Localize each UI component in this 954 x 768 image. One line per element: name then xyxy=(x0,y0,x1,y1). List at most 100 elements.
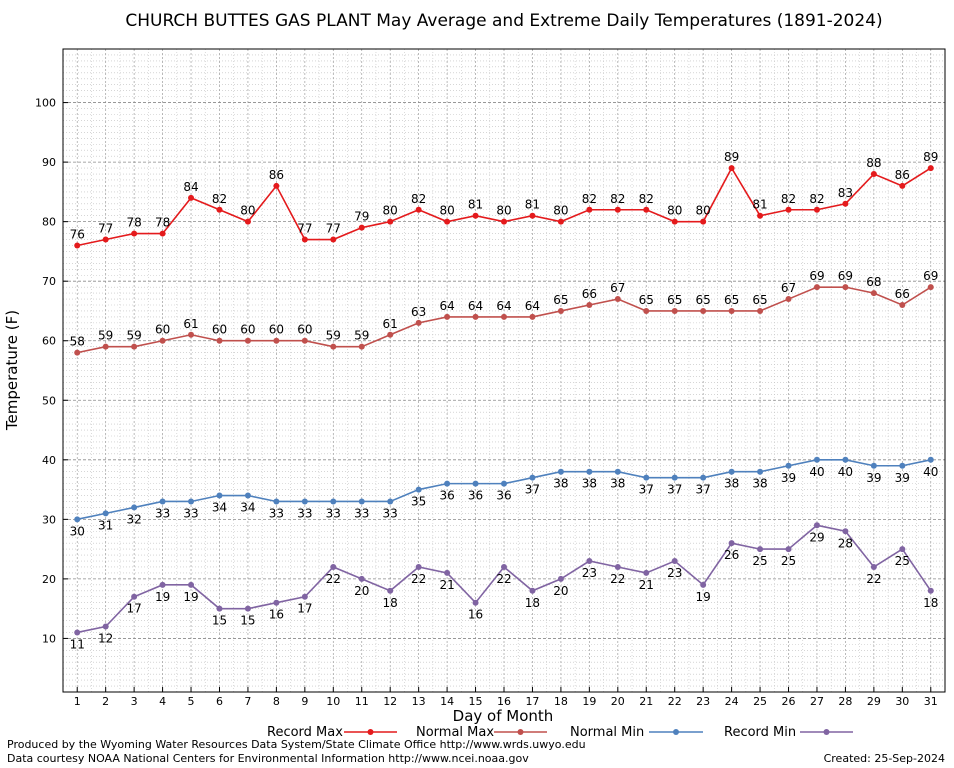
x-tick-label: 18 xyxy=(554,695,568,708)
normal-max-point xyxy=(728,307,735,314)
normal-min-point xyxy=(671,474,678,481)
record-max-data-label: 77 xyxy=(297,222,312,236)
normal-max-point xyxy=(785,296,792,303)
normal-max-point xyxy=(899,302,906,309)
record-max-point xyxy=(501,218,507,225)
record-min-data-label: 28 xyxy=(838,536,853,550)
normal-max-point xyxy=(131,343,138,350)
normal-min-point xyxy=(899,462,906,469)
record-min-data-label: 12 xyxy=(98,632,113,646)
normal-min-point xyxy=(472,480,479,487)
x-tick-label: 22 xyxy=(668,695,682,708)
normal-min-point xyxy=(159,498,166,505)
record-max-point xyxy=(870,171,877,178)
normal-max-data-label: 65 xyxy=(553,293,568,307)
record-min-point xyxy=(131,593,138,600)
record-max-data-label: 80 xyxy=(667,204,682,218)
normal-min-point xyxy=(529,474,536,481)
normal-max-data-label: 58 xyxy=(70,335,85,349)
normal-min-data-label: 38 xyxy=(582,477,597,491)
record-max-data-label: 82 xyxy=(582,192,597,206)
record-min-point xyxy=(643,569,650,576)
normal-min-point xyxy=(244,492,251,499)
normal-min-data-label: 36 xyxy=(496,489,511,503)
record-max-data-label: 88 xyxy=(866,156,881,170)
normal-min-data-label: 33 xyxy=(183,506,198,520)
record-max-data-label: 81 xyxy=(525,198,540,212)
normal-max-point xyxy=(557,307,564,314)
record-max-data-label: 81 xyxy=(752,198,767,212)
normal-max-point xyxy=(444,313,451,320)
record-min-point xyxy=(671,558,678,565)
normal-max-data-label: 69 xyxy=(838,269,853,283)
normal-min-data-label: 39 xyxy=(866,471,881,485)
legend-label-normal-max: Normal Max xyxy=(416,725,494,740)
normal-max-data-label: 64 xyxy=(439,299,454,313)
y-tick-label: 20 xyxy=(42,573,56,586)
record-min-point xyxy=(358,575,365,582)
record-min-point xyxy=(757,546,764,553)
normal-min-data-label: 33 xyxy=(354,506,369,520)
normal-max-point xyxy=(870,290,877,297)
footer-credit-noaa: Data courtesy NOAA National Centers for … xyxy=(7,752,529,765)
x-tick-label: 7 xyxy=(244,695,251,708)
x-tick-label: 1 xyxy=(74,695,81,708)
normal-max-point xyxy=(586,302,593,309)
normal-max-data-label: 60 xyxy=(155,323,170,337)
record-min-data-label: 25 xyxy=(752,554,767,568)
record-min-point xyxy=(330,563,337,570)
data-labels-layer: 76 77 78 78 84 82 80 86 77 77 79 80 82 80 81 80 81 80 82 82… xyxy=(70,150,939,651)
x-tick-label: 25 xyxy=(753,695,767,708)
record-max-data-label: 86 xyxy=(269,168,284,182)
record-max-data-label: 82 xyxy=(809,192,824,206)
normal-min-data-label: 40 xyxy=(923,465,938,479)
x-tick-label: 21 xyxy=(639,695,653,708)
normal-min-data-label: 40 xyxy=(809,465,824,479)
legend-label-record-max: Record Max xyxy=(267,725,343,740)
normal-min-data-label: 36 xyxy=(439,489,454,503)
record-min-point xyxy=(557,575,564,582)
record-max-point xyxy=(131,230,138,237)
record-min-data-label: 22 xyxy=(496,572,511,586)
record-min-data-label: 17 xyxy=(297,602,312,616)
record-min-data-label: 22 xyxy=(326,572,341,586)
normal-min-point xyxy=(700,474,707,481)
normal-min-point xyxy=(301,498,308,505)
normal-min-data-label: 33 xyxy=(383,506,398,520)
record-min-data-label: 15 xyxy=(240,614,255,628)
record-min-data-label: 20 xyxy=(553,584,568,598)
normal-min-point xyxy=(273,498,280,505)
series-layer xyxy=(74,165,934,636)
normal-max-data-label: 63 xyxy=(411,305,426,319)
y-axis-ticks: 10 20 30 40 50 60 70 80 90 100 xyxy=(35,97,68,645)
legend-marker-record-min xyxy=(823,729,830,735)
record-min-data-label: 26 xyxy=(724,548,739,562)
normal-min-point xyxy=(387,498,394,505)
record-min-data-label: 23 xyxy=(582,566,597,580)
record-min-point xyxy=(387,587,394,594)
chart-title: CHURCH BUTTES GAS PLANT May Average and … xyxy=(125,11,882,31)
normal-min-point xyxy=(842,456,849,463)
record-max-point xyxy=(700,218,707,225)
normal-max-data-label: 66 xyxy=(895,287,910,301)
record-max-point xyxy=(472,212,479,219)
record-min-point xyxy=(444,569,451,576)
x-tick-label: 14 xyxy=(440,695,454,708)
record-min-point xyxy=(216,605,223,612)
x-tick-label: 13 xyxy=(412,695,426,708)
record-min-data-label: 19 xyxy=(155,590,170,604)
footer-credit-wrds: Produced by the Wyoming Water Resources … xyxy=(7,738,586,751)
record-min-data-label: 16 xyxy=(269,608,284,622)
y-tick-label: 10 xyxy=(42,632,56,645)
record-max-point xyxy=(728,165,735,172)
normal-min-data-label: 38 xyxy=(752,477,767,491)
x-axis-label: Day of Month xyxy=(453,707,554,725)
record-min-data-label: 22 xyxy=(610,572,625,586)
normal-max-point xyxy=(529,313,536,320)
x-tick-label: 11 xyxy=(355,695,369,708)
x-tick-label: 15 xyxy=(469,695,483,708)
normal-max-point xyxy=(301,337,308,344)
x-tick-label: 8 xyxy=(273,695,280,708)
legend-marker-normal-max xyxy=(517,729,524,735)
x-tick-label: 5 xyxy=(188,695,195,708)
